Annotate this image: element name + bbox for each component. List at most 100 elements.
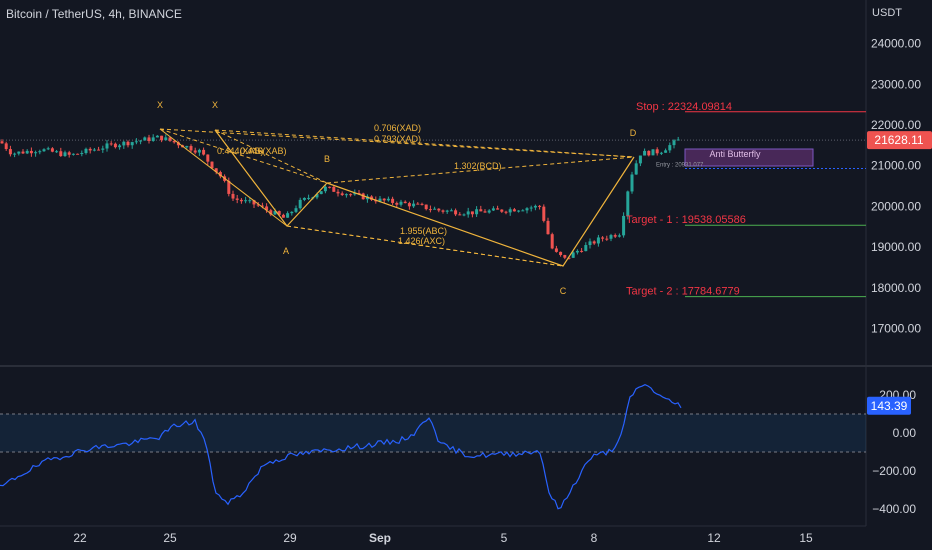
candle-body <box>151 137 155 141</box>
candle-body <box>403 201 407 204</box>
candle-body <box>118 145 122 148</box>
candle-body <box>4 143 8 150</box>
candle-body <box>0 141 4 144</box>
candle-body <box>164 137 168 141</box>
candle-body <box>659 152 663 154</box>
candle-body <box>470 211 474 215</box>
candle-body <box>496 208 500 210</box>
candle-body <box>412 203 416 207</box>
candle-body <box>525 208 529 211</box>
last-price-label: 21628.11 <box>874 133 923 147</box>
candle-body <box>601 237 605 239</box>
candle-body <box>454 210 458 215</box>
time-tick-label: 22 <box>73 531 87 545</box>
candle-body <box>550 234 554 249</box>
candle-body <box>248 200 252 202</box>
candle-body <box>67 152 71 155</box>
candle-body <box>92 149 96 151</box>
candle-body <box>571 252 575 258</box>
candle-body <box>176 142 180 146</box>
candle-body <box>386 198 390 201</box>
candle-body <box>449 210 453 212</box>
entry-label: Entry : 20931.077 <box>656 163 704 169</box>
pattern-ratio-line <box>326 156 635 184</box>
pattern-ratio-label: 0.444(XAB) <box>217 146 264 156</box>
pattern-ratio-label: 0.446(XAB) <box>240 146 287 156</box>
price-tick-label: 19000.00 <box>871 240 921 254</box>
price-tick-label: 22000.00 <box>871 118 921 132</box>
candle-body <box>168 137 172 141</box>
candle-body <box>441 210 445 212</box>
candle-body <box>533 205 537 208</box>
candle-body <box>622 215 626 236</box>
candle-body <box>126 141 130 146</box>
candle-body <box>546 220 550 235</box>
candle-body <box>609 235 613 239</box>
candle-body <box>500 209 504 212</box>
candle-body <box>50 148 54 152</box>
stop-label: Stop : 22324.09814 <box>636 101 732 113</box>
candle-body <box>218 172 222 177</box>
pattern-box <box>684 148 814 167</box>
candle-body <box>328 186 332 188</box>
time-tick-label: 25 <box>163 531 177 545</box>
time-tick-label: 29 <box>283 531 297 545</box>
candle-body <box>647 150 651 156</box>
currency-label: USDT <box>872 7 902 19</box>
candle-body <box>265 206 269 211</box>
time-tick-label: 15 <box>799 531 813 545</box>
candle-body <box>617 235 621 237</box>
pattern-ratio-line <box>286 225 564 267</box>
candle-body <box>105 143 109 149</box>
candle-body <box>88 148 92 151</box>
candle-body <box>113 143 117 148</box>
candle-body <box>433 208 437 210</box>
time-tick-label: 12 <box>707 531 721 545</box>
candle-body <box>155 135 159 138</box>
candle-body <box>17 151 21 154</box>
candle-body <box>13 153 17 155</box>
pattern-point-label: X <box>212 100 218 110</box>
time-tick-label: 5 <box>501 531 508 545</box>
pattern-ratio-label: 1.302(BCD) <box>454 161 502 171</box>
candle-body <box>664 150 668 153</box>
candle-body <box>38 151 42 153</box>
candle-body <box>25 150 29 154</box>
candle-body <box>8 149 12 155</box>
pattern-ratio-line <box>159 128 635 158</box>
price-tick-label: 18000.00 <box>871 281 921 295</box>
candle-body <box>445 210 449 212</box>
candle-body <box>55 151 59 153</box>
candle-body <box>378 198 382 202</box>
candle-body <box>538 205 542 207</box>
candle-body <box>542 206 546 221</box>
candle-body <box>139 140 143 142</box>
candle-body <box>382 198 386 201</box>
time-tick-label: 8 <box>591 531 598 545</box>
candle-body <box>676 139 680 141</box>
candle-body <box>428 209 432 211</box>
candle-body <box>651 149 655 156</box>
candle-body <box>643 150 647 156</box>
pattern-xa-leg <box>159 128 288 227</box>
candle-body <box>252 200 256 205</box>
candle-body <box>634 163 638 175</box>
pattern-ratio-label: 0.793(XAD) <box>374 134 421 144</box>
candle-body <box>580 250 584 252</box>
candle-body <box>269 210 273 215</box>
time-tick-label: Sep <box>369 531 391 545</box>
price-tick-label: 20000.00 <box>871 199 921 213</box>
candle-body <box>626 191 630 216</box>
candle-body <box>353 192 357 195</box>
pattern-point-label: D <box>630 128 637 138</box>
candle-body <box>424 204 428 210</box>
pattern-point-label: A <box>283 246 289 256</box>
pattern-ratio-label: 1.426(AXC) <box>398 236 445 246</box>
candle-body <box>462 214 466 216</box>
candle-body <box>521 210 525 212</box>
candle-body <box>349 194 353 196</box>
candle-body <box>655 149 659 154</box>
candle-body <box>147 137 151 141</box>
candle-body <box>260 205 264 207</box>
